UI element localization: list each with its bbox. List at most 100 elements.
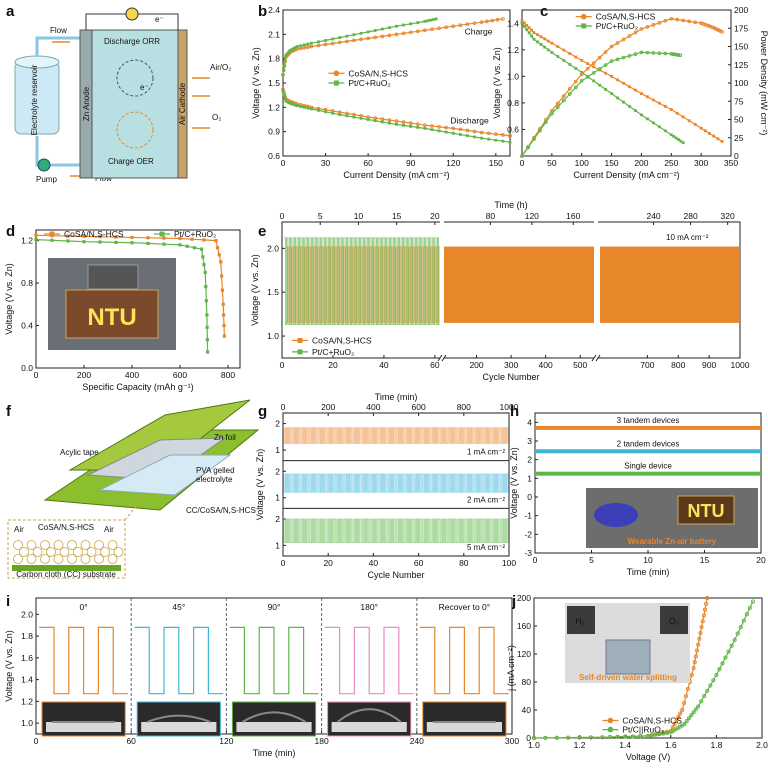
- c-series-3-point: [561, 98, 566, 103]
- inset-sphere: [113, 547, 124, 557]
- j-series-1-point: [554, 735, 559, 740]
- electron-label-inner: e⁻: [140, 83, 149, 92]
- x-tick-label: 250: [664, 158, 678, 168]
- y-tick-label: 0.8: [507, 98, 519, 108]
- x-axis-label: Time (min): [253, 748, 296, 758]
- x-tick-label: 80: [459, 558, 469, 568]
- b-series-1-point: [493, 132, 498, 136]
- h2-electrode: [567, 606, 595, 634]
- c-series-3-point: [657, 51, 662, 56]
- c-series-3-point: [621, 55, 626, 60]
- d-series-0-point: [222, 313, 226, 317]
- x2-axis-label: Time (min): [375, 392, 418, 402]
- y-tick-label: 1.0: [267, 331, 279, 341]
- c-series-0-point: [532, 31, 536, 34]
- c-series-0-point: [604, 71, 607, 75]
- e-x2-tick-label: 5: [318, 211, 323, 221]
- b-series-0-point: [430, 27, 434, 32]
- c-series-0-point: [525, 23, 529, 27]
- y-tick-label: 2.0: [267, 243, 279, 253]
- d-legend-0-swatch-marker: [49, 231, 55, 237]
- c-series-2-point: [639, 27, 644, 31]
- b-series-3-point: [331, 111, 335, 115]
- b-series-1-point: [486, 131, 491, 136]
- e-x-tick-label: 800: [671, 360, 685, 370]
- b-series-2-point: [302, 43, 306, 47]
- c-series-1-point: [522, 25, 526, 28]
- b-series-3-point: [282, 92, 286, 95]
- c-series-0-point: [580, 59, 584, 62]
- j-series-0-point: [678, 711, 683, 716]
- axis-break-mark: [441, 354, 447, 362]
- b-series-2-point: [295, 45, 299, 48]
- x-tick-label: 40: [369, 558, 379, 568]
- c-series-0-point: [550, 41, 554, 45]
- panel-label: j: [511, 593, 516, 610]
- c-series-2-point: [567, 86, 572, 91]
- y-tick-label: 100: [734, 78, 748, 88]
- beaker: [605, 639, 651, 675]
- x-tick-label: 30: [321, 158, 331, 168]
- c-series-0-point: [616, 78, 619, 82]
- c-series-0-point: [522, 21, 526, 25]
- c-series-2-point: [681, 18, 686, 23]
- inset-sphere: [94, 540, 104, 550]
- y-tick-label: 3: [527, 436, 532, 446]
- d-series-1-point: [82, 240, 86, 244]
- x-tick-label: 50: [547, 158, 557, 168]
- y-tick-label: 0.4: [21, 321, 33, 331]
- c-series-1-point: [543, 45, 547, 49]
- zn-foil-label: Zn foil: [214, 433, 236, 442]
- x-tick-label: 200: [634, 158, 648, 168]
- y-tick-label: 1.8: [21, 631, 33, 641]
- b-series-0-point: [451, 24, 456, 29]
- d-series-1-point: [178, 243, 182, 247]
- x-axis-label: Time (min): [627, 567, 670, 577]
- d-series-1-point: [205, 313, 209, 317]
- b-series-2-point: [402, 23, 405, 27]
- h-series-0: [535, 425, 761, 430]
- j-series-0-point: [689, 672, 694, 678]
- x-tick-label: 1.8: [710, 740, 722, 750]
- g-y-tick-label: 1: [275, 540, 280, 550]
- d-series-1-point: [50, 238, 54, 242]
- c-series-3-point: [633, 52, 638, 56]
- j-series-1-point: [723, 655, 728, 660]
- inset-air-left: Air: [14, 525, 24, 534]
- c-series-3-point: [544, 120, 548, 124]
- y-tick-label: 120: [517, 649, 531, 659]
- y-tick-label: 1.4: [507, 18, 519, 28]
- e-x2-tick-label: 10: [354, 211, 364, 221]
- j-series-1-point: [717, 667, 722, 672]
- x-axis-label: Cycle Number: [367, 570, 424, 580]
- c-series-3-point: [674, 52, 679, 57]
- x-tick-label: 15: [700, 555, 710, 565]
- c-series-2-point: [693, 20, 698, 25]
- b-series-3-point: [283, 94, 286, 98]
- pva-electrolyte-layer: [98, 454, 232, 496]
- d-series-0-point: [66, 234, 70, 238]
- b-series-2-point: [352, 33, 356, 37]
- g-y-tick-label: 2: [275, 419, 280, 429]
- b-series-3-point: [458, 133, 462, 136]
- i-angle-label-1: 45°: [172, 602, 185, 612]
- c-series-0-point: [687, 119, 691, 123]
- x-tick-label: 0: [281, 158, 286, 168]
- j-legend-0-label: CoSA/N,S-HCS: [622, 716, 682, 726]
- inset-sphere: [67, 540, 77, 550]
- j-series-0-point: [680, 707, 685, 713]
- b-series-3-point: [295, 104, 299, 108]
- b-series-3-point: [283, 97, 287, 100]
- panel-label: a: [6, 3, 15, 20]
- c-series-1-point: [604, 87, 607, 91]
- d-series-1-point: [98, 240, 102, 244]
- x-tick-label: 1.6: [665, 740, 677, 750]
- c-series-1-point: [663, 129, 667, 133]
- bulb-icon: [125, 7, 139, 21]
- c-series-3-point: [520, 154, 524, 158]
- d-series-0-point: [114, 235, 118, 239]
- b-series-0-point: [415, 29, 420, 34]
- d-series-0-point: [202, 238, 206, 242]
- b-series-3-point: [466, 134, 469, 138]
- j-series-1-point: [686, 716, 692, 721]
